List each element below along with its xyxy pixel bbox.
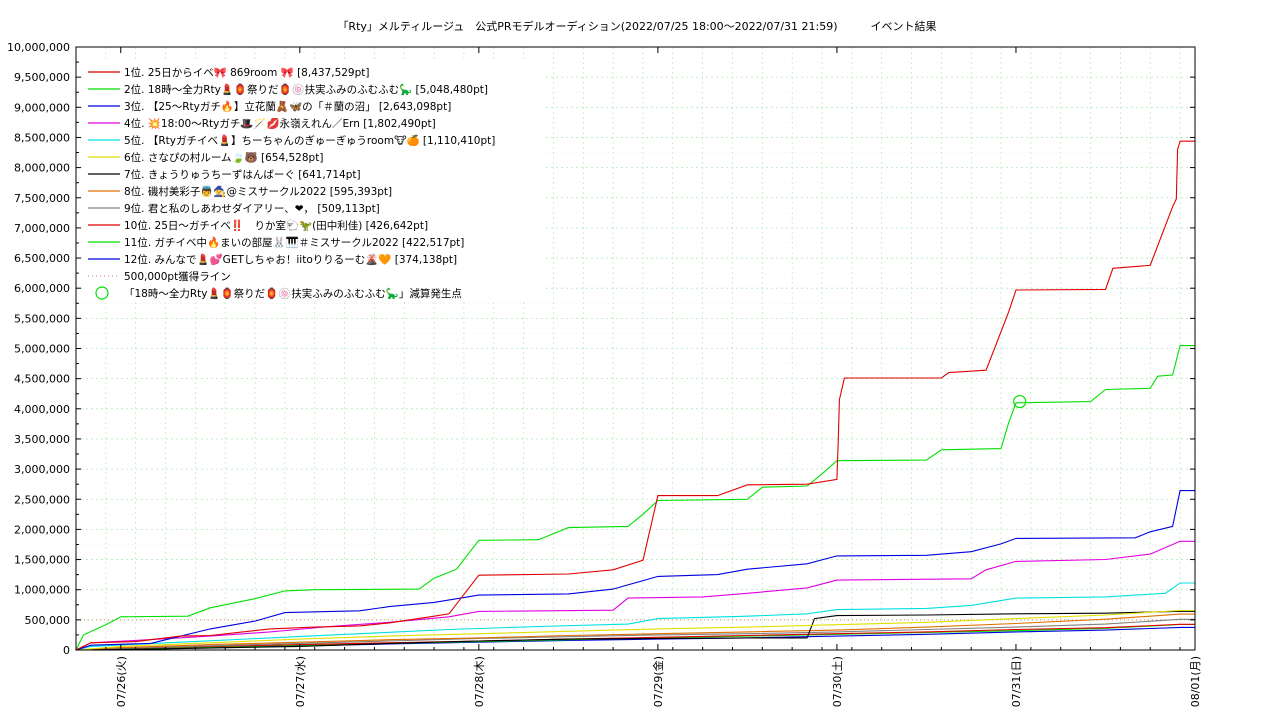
legend-label: 3位. 【25～Rtyガチ🔥】立花蘭🧸🦋の「＃蘭の沼」 [2,643,098pt… — [124, 100, 451, 113]
y-tick-label: 3,000,000 — [14, 463, 70, 476]
y-tick-label: 1,500,000 — [14, 554, 70, 567]
series-line-8 — [75, 613, 1195, 651]
x-tick-label: 07/27(水) — [294, 656, 307, 707]
marker-point — [1013, 394, 1027, 409]
y-tick-label: 10,000,000 — [7, 41, 70, 54]
x-tick-label: 07/30(土) — [831, 656, 844, 707]
legend-label: 1位. 25日からイベ🎀 869room 🎀 [8,437,529pt] — [124, 66, 370, 79]
legend-label: 7位. きょうりゅうちーずはんばーぐ [641,714pt] — [124, 168, 361, 181]
legend-label: 9位. 君と私のしあわせダイアリー、❤︎， [509,113pt] — [124, 202, 380, 215]
y-tick-label: 5,500,000 — [14, 312, 70, 325]
y-tick-label: 7,500,000 — [14, 192, 70, 205]
y-tick-label: 8,000,000 — [14, 162, 70, 175]
y-tick-label: 8,500,000 — [14, 131, 70, 144]
y-tick-label: 6,000,000 — [14, 282, 70, 295]
legend-label: 2位. 18時～全力Rty💄🏮祭りだ🏮🍥扶実ふみのふむふむ🦕 [5,048,48… — [124, 83, 488, 96]
y-tick-label: 9,000,000 — [14, 101, 70, 114]
legend-swatch-marker — [95, 286, 109, 300]
y-tick-label: 2,500,000 — [14, 493, 70, 506]
legend-label: 12位. みんなで💄💕GETしちゃお！iitoりりるーむ🌋🧡 [374,138p… — [124, 253, 457, 266]
legend-label-marker: 「18時～全力Rty💄🏮祭りだ🏮🍥扶実ふみのふむふむ🦕」減算発生点 — [124, 287, 462, 300]
x-tick-label: 07/29(金) — [651, 656, 665, 707]
series-line-10 — [75, 623, 1195, 651]
y-tick-label: 0 — [63, 644, 70, 657]
series-line-5 — [75, 582, 1195, 651]
x-tick-label: 07/31(日) — [1010, 656, 1023, 707]
y-tick-label: 6,500,000 — [14, 252, 70, 265]
x-tick-label: 07/28(木) — [473, 656, 486, 707]
series-line-2 — [75, 345, 1195, 651]
series-line-1 — [75, 140, 1195, 651]
legend-label: 11位. ガチイベ中🔥まいの部屋🐰🎹＃ミスサークル2022 [422,517pt… — [124, 236, 464, 249]
y-tick-label: 4,000,000 — [14, 403, 70, 416]
legend-background — [82, 61, 544, 299]
y-tick-label: 3,500,000 — [14, 433, 70, 446]
series-line-3 — [75, 490, 1195, 651]
series-line-9 — [75, 618, 1195, 651]
legend-label: 6位. さなぴの村ルーム🍃🐻 [654,528pt] — [124, 151, 323, 164]
x-axis: 07/26(火) 07/27(水) 07/28(木) 07/29(金) 07/30(土)… — [75, 47, 1202, 707]
x-tick-label: 08/01(月) — [1189, 656, 1202, 707]
legend-label: 5位. 【Rtyガチイベ💄】ちーちゃんのぎゅーぎゅうroom🐮🍊 [1,110,… — [124, 134, 495, 147]
series-line-6 — [75, 609, 1195, 651]
series-line-11 — [75, 623, 1195, 651]
y-tick-label: 7,000,000 — [14, 222, 70, 235]
marker-layer — [1013, 394, 1027, 409]
legend-label: 10位. 25日～ガチイベ‼️ りか室🐑🦖(田中利佳) [426,642pt] — [124, 219, 428, 232]
chart-title: 「Rty」メルティルージュ 公式PRモデルオーディション(2022/07/25 … — [337, 19, 936, 33]
series-line-7 — [75, 610, 1195, 651]
y-axis: 0 500,000 1,000,000 1,500,000 2,000,000 2,500… — [7, 41, 1195, 657]
y-tick-label: 9,500,000 — [14, 71, 70, 84]
x-tick-label: 07/26(火) — [115, 656, 128, 707]
series-layer — [75, 140, 1195, 651]
legend: 1位. 25日からイベ🎀 869room 🎀 [8,437,529pt] 2位. … — [82, 61, 544, 300]
legend-label: 4位. 💥18:00～Rtyガチ🎩🪄💋永嶺えれん／Ern [1,802,490p… — [124, 117, 436, 130]
y-tick-label: 4,500,000 — [14, 373, 70, 386]
y-tick-label: 500,000 — [25, 614, 71, 627]
legend-label: 8位. 磯村美彩子👼🧙@ミスサークル2022 [595,393pt] — [124, 185, 392, 198]
y-tick-label: 5,000,000 — [14, 343, 70, 356]
y-tick-label: 2,000,000 — [14, 523, 70, 536]
series-line-4 — [75, 540, 1195, 651]
y-tick-label: 1,000,000 — [14, 584, 70, 597]
legend-label-threshold: 500,000pt獲得ライン — [124, 270, 231, 283]
